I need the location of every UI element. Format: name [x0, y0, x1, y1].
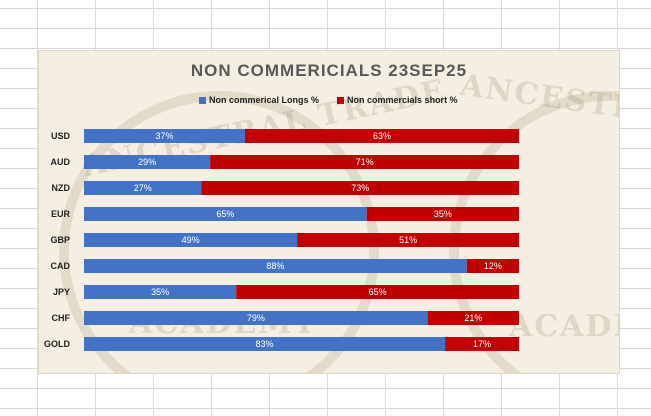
data-label-shorts-usd: 63% — [373, 131, 391, 141]
bar-shorts-gold[interactable] — [445, 337, 519, 351]
data-label-longs-gbp: 49% — [182, 235, 200, 245]
category-label-usd: USD — [51, 131, 71, 141]
legend-item-shorts: Non commercials short % — [337, 95, 458, 105]
category-label-gold: GOLD — [44, 339, 70, 349]
data-label-longs-aud: 29% — [138, 157, 156, 167]
data-label-longs-cad: 88% — [266, 261, 284, 271]
bar-shorts-gbp[interactable] — [297, 233, 519, 247]
data-label-longs-eur: 65% — [216, 209, 234, 219]
bar-shorts-nzd[interactable] — [201, 181, 519, 195]
data-label-longs-chf: 79% — [247, 313, 265, 323]
category-label-chf: CHF — [52, 313, 71, 323]
category-label-eur: EUR — [51, 209, 71, 219]
bar-longs-gbp[interactable] — [84, 233, 298, 247]
bar-shorts-usd[interactable] — [244, 129, 519, 143]
data-label-shorts-gold: 17% — [473, 339, 491, 349]
data-label-shorts-aud: 71% — [356, 157, 374, 167]
data-label-shorts-cad: 12% — [484, 261, 502, 271]
bar-shorts-aud[interactable] — [210, 155, 519, 169]
data-label-shorts-jpy: 65% — [369, 287, 387, 297]
bar-longs-eur[interactable] — [84, 207, 367, 221]
watermark-seal-left — [59, 91, 379, 373]
bar-longs-chf[interactable] — [84, 311, 428, 325]
bar-shorts-eur[interactable] — [366, 207, 519, 221]
data-label-longs-gold: 83% — [256, 339, 274, 349]
bar-longs-jpy[interactable] — [84, 285, 237, 299]
legend-label-longs: Non commerical Longs % — [209, 95, 320, 105]
bar-longs-aud[interactable] — [84, 155, 211, 169]
chart-legend: Non commerical Longs % Non commercials s… — [199, 95, 458, 105]
bar-shorts-jpy[interactable] — [236, 285, 519, 299]
category-label-gbp: GBP — [50, 235, 70, 245]
category-label-aud: AUD — [51, 157, 71, 167]
bar-shorts-chf[interactable] — [427, 311, 519, 325]
legend-swatch-shorts — [337, 96, 345, 104]
chart-title: NON COMMERICIALS 23SEP25 — [190, 61, 468, 80]
bars-plot: USD 37% 63% AUD 29% 71% NZD 27% 73% EUR 65% 35% GBP 4… — [44, 129, 519, 351]
bar-longs-gold[interactable] — [84, 337, 446, 351]
data-label-longs-usd: 37% — [155, 131, 173, 141]
chart-area[interactable]: ANCESTRAL TRADE ANCESTRAL T ACADEMY ACAD… — [38, 50, 620, 374]
category-label-cad: CAD — [51, 261, 71, 271]
bar-shorts-cad[interactable] — [466, 259, 519, 273]
data-label-shorts-nzd: 73% — [351, 183, 369, 193]
watermark-text-bottom-right: ACADEM — [509, 309, 619, 344]
category-label-jpy: JPY — [53, 287, 70, 297]
data-label-longs-nzd: 27% — [134, 183, 152, 193]
category-label-nzd: NZD — [52, 183, 71, 193]
bar-longs-nzd[interactable] — [84, 181, 202, 195]
data-label-shorts-chf: 21% — [464, 313, 482, 323]
legend-swatch-longs — [199, 96, 206, 104]
data-label-shorts-eur: 35% — [434, 209, 452, 219]
bar-longs-cad[interactable] — [84, 259, 467, 273]
legend-label-shorts: Non commercials short % — [347, 95, 458, 105]
data-label-longs-jpy: 35% — [151, 287, 169, 297]
data-label-shorts-gbp: 51% — [399, 235, 417, 245]
bar-longs-usd[interactable] — [84, 129, 245, 143]
legend-item-longs: Non commerical Longs % — [199, 95, 319, 105]
